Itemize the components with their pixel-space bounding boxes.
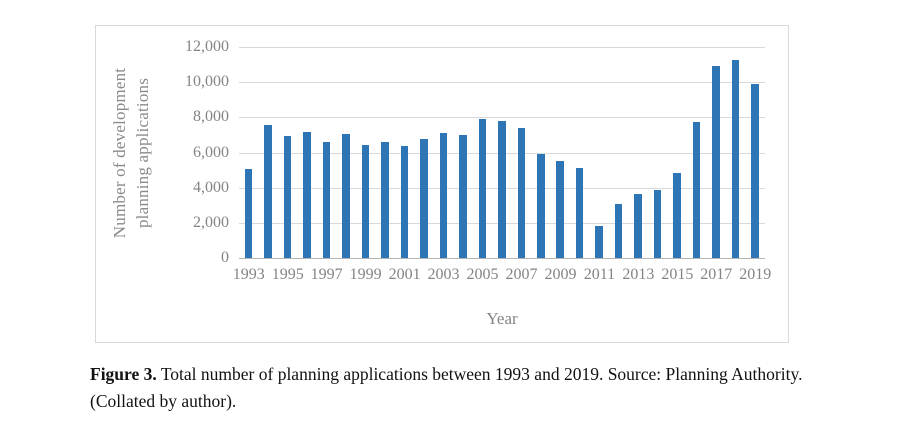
bar-2014 (653, 190, 662, 259)
bar-1999 (361, 144, 370, 259)
bar-slot (609, 48, 628, 259)
bar-2013 (634, 193, 642, 259)
caption-line-2: (Collated by author). (90, 391, 237, 412)
bar-slot (239, 48, 258, 259)
bar-slot (628, 48, 647, 259)
y-axis-title-line2: planning applications (132, 77, 152, 229)
bar-2010 (575, 167, 584, 259)
y-tick-label: 8,000 (193, 108, 229, 126)
bar-2006 (498, 120, 506, 259)
bar-slot (375, 48, 394, 259)
bar-slot (492, 48, 511, 259)
bar-slot (434, 48, 453, 259)
bar-slot (745, 48, 764, 259)
y-axis-title: Number of development planning applicati… (109, 38, 157, 268)
bar-2007 (517, 128, 526, 259)
bar-slot (726, 48, 745, 259)
x-tick-label: 2019 (739, 266, 772, 283)
bar-2002 (420, 138, 428, 259)
x-tick-label: 2003 (427, 266, 460, 283)
gridline (239, 117, 765, 119)
bar-1994 (264, 125, 272, 259)
bar-2000 (381, 142, 389, 259)
y-tick-label: 12,000 (185, 38, 229, 55)
bar-slot (473, 48, 492, 259)
y-tick-label: 4,000 (193, 178, 229, 196)
x-tick-label: 2017 (700, 266, 733, 283)
x-tick-label: 2009 (544, 266, 577, 283)
bar-2004 (459, 135, 467, 259)
bar-2005 (478, 119, 487, 259)
x-tick-label: 2011 (583, 266, 616, 283)
bar-2018 (731, 60, 740, 259)
bar-1995 (283, 135, 292, 259)
bar-slot (512, 48, 531, 259)
x-tick-label: 2015 (661, 266, 694, 283)
bar-slot (278, 48, 297, 259)
chart-area: Number of development planning applicati… (95, 25, 789, 343)
bar-slot (395, 48, 414, 259)
bar-slot (317, 48, 336, 259)
y-axis-ticks: 0 2,000 4,000 6,000 8,000 10,000 12,000 (151, 39, 229, 266)
x-axis-ticks: 1993 1995 1997 1999 2001 2003 2005 2007 2009 2011… (233, 266, 772, 287)
x-axis-line (239, 258, 765, 259)
y-tick-label: 2,000 (193, 213, 229, 231)
y-tick-label: 6,000 (193, 143, 229, 161)
x-tick-label: 2001 (388, 266, 421, 283)
bar-2011 (595, 225, 603, 259)
bar-slot (414, 48, 433, 259)
bar-slot (667, 48, 686, 259)
bar-2015 (673, 172, 681, 259)
x-tick-label: 1995 (271, 266, 304, 283)
bar-slot (356, 48, 375, 259)
bar-1998 (342, 134, 350, 259)
figure-caption: Figure 3. Total number of planning appli… (90, 361, 910, 415)
x-tick-label: 2007 (505, 266, 538, 283)
bar-1996 (303, 132, 311, 259)
bar-2008 (537, 153, 545, 259)
y-tick-label: 10,000 (185, 73, 229, 91)
bar-slot (589, 48, 608, 259)
bar-slot (258, 48, 277, 259)
bar-slot (687, 48, 706, 259)
y-tick-label: 0 (221, 249, 229, 266)
caption-label: Figure 3. (90, 364, 157, 384)
bar-2009 (556, 160, 564, 259)
plot-area (239, 47, 765, 259)
bar-2017 (712, 65, 720, 259)
x-axis-title: Year (486, 309, 518, 328)
bar-slot (551, 48, 570, 259)
bar-slot (648, 48, 667, 259)
x-tick-label: 1993 (232, 266, 265, 283)
bar-1993 (244, 169, 253, 259)
bar-slot (531, 48, 550, 259)
bars (239, 48, 765, 259)
bar-2016 (692, 121, 701, 259)
bar-2001 (400, 145, 409, 259)
bar-2012 (614, 203, 623, 259)
bar-1997 (322, 142, 331, 259)
bar-2019 (751, 84, 759, 259)
gridline (239, 47, 765, 48)
x-tick-label: 2013 (622, 266, 655, 283)
x-tick-label: 1997 (310, 266, 343, 283)
bar-slot (706, 48, 725, 259)
bar-slot (336, 48, 355, 259)
bar-slot (453, 48, 472, 259)
bar-slot (570, 48, 589, 259)
caption-text: Total number of planning applications be… (160, 364, 803, 384)
gridline (239, 82, 765, 84)
x-tick-label: 1999 (349, 266, 382, 283)
x-tick-label: 2005 (466, 266, 499, 283)
caption-line-1: Figure 3. Total number of planning appli… (90, 361, 910, 388)
bar-slot (297, 48, 316, 259)
y-axis-title-line1: Number of development (110, 67, 129, 239)
bar-2003 (439, 133, 448, 259)
